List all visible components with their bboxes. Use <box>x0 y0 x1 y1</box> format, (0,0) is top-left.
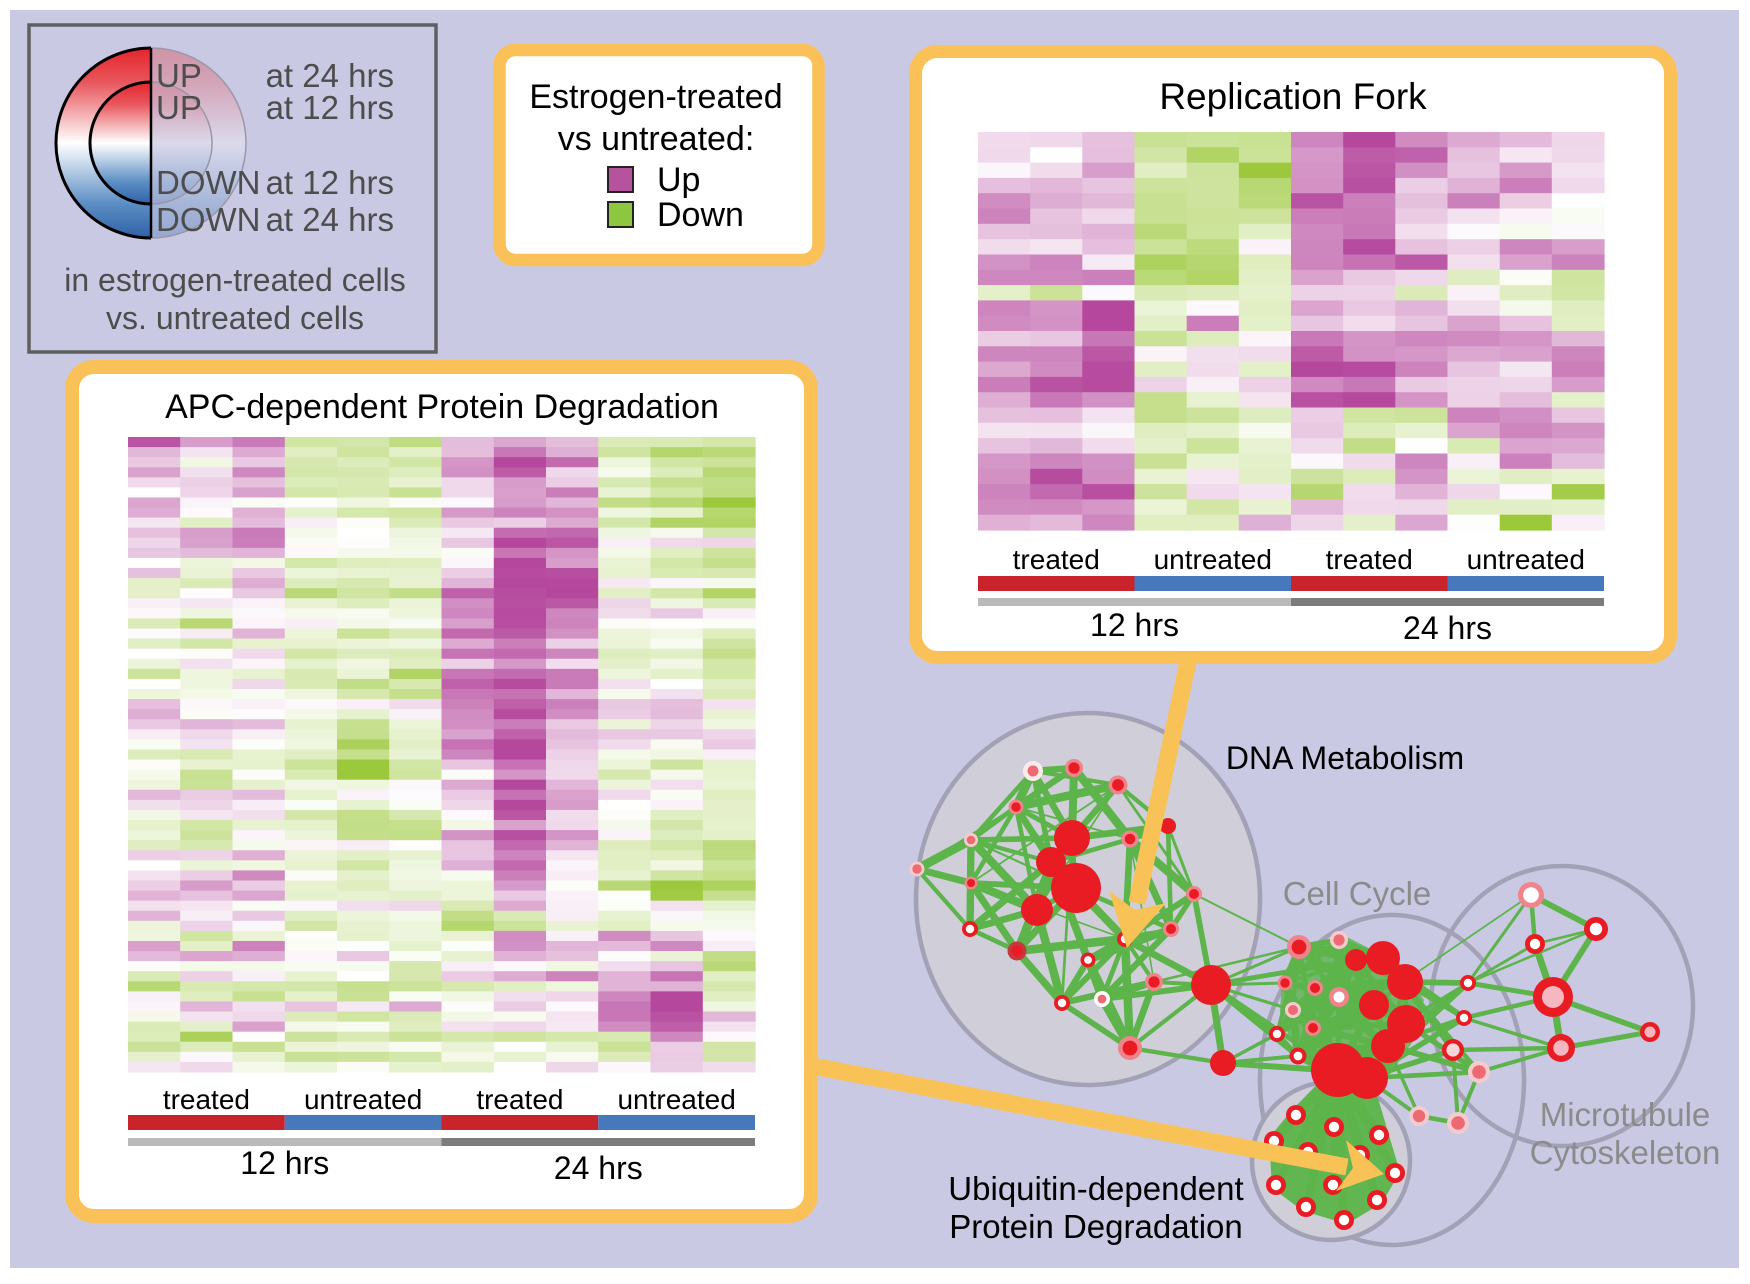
svg-text:untreated: untreated <box>1154 544 1272 575</box>
svg-text:DNA Metabolism: DNA Metabolism <box>1226 740 1464 776</box>
svg-text:vs. untreated cells: vs. untreated cells <box>106 300 364 336</box>
svg-text:vs untreated:: vs untreated: <box>558 120 755 158</box>
svg-text:at 12 hrs: at 12 hrs <box>266 164 394 201</box>
svg-text:UP: UP <box>156 57 202 94</box>
svg-text:12 hrs: 12 hrs <box>240 1145 329 1181</box>
svg-text:DOWN: DOWN <box>156 201 260 238</box>
svg-text:at 24 hrs: at 24 hrs <box>266 201 394 238</box>
svg-text:Down: Down <box>657 196 744 234</box>
svg-text:12 hrs: 12 hrs <box>1090 607 1179 643</box>
svg-text:Ubiquitin-dependent: Ubiquitin-dependent <box>948 1170 1243 1207</box>
svg-text:DOWN: DOWN <box>156 164 260 201</box>
svg-text:APC-dependent Protein Degradat: APC-dependent Protein Degradation <box>165 388 719 426</box>
svg-text:Cell Cycle: Cell Cycle <box>1283 875 1432 912</box>
svg-text:at 12 hrs: at 12 hrs <box>266 89 394 126</box>
svg-text:treated: treated <box>163 1084 250 1115</box>
svg-text:24 hrs: 24 hrs <box>554 1150 643 1186</box>
svg-text:Cytoskeleton: Cytoskeleton <box>1530 1134 1721 1171</box>
svg-text:Protein Degradation: Protein Degradation <box>949 1208 1243 1245</box>
svg-text:in estrogen-treated cells: in estrogen-treated cells <box>64 262 406 298</box>
svg-text:untreated: untreated <box>304 1084 422 1115</box>
svg-text:treated: treated <box>1326 544 1413 575</box>
svg-text:Microtubule: Microtubule <box>1540 1096 1711 1133</box>
svg-text:treated: treated <box>1013 544 1100 575</box>
svg-text:Up: Up <box>657 161 700 199</box>
svg-text:Replication Fork: Replication Fork <box>1159 76 1427 117</box>
svg-text:UP: UP <box>156 89 202 126</box>
svg-text:untreated: untreated <box>1467 544 1585 575</box>
svg-text:untreated: untreated <box>617 1084 735 1115</box>
svg-text:24 hrs: 24 hrs <box>1403 610 1492 646</box>
svg-text:Estrogen-treated: Estrogen-treated <box>529 78 782 116</box>
svg-text:at 24 hrs: at 24 hrs <box>266 57 394 94</box>
svg-text:treated: treated <box>476 1084 563 1115</box>
